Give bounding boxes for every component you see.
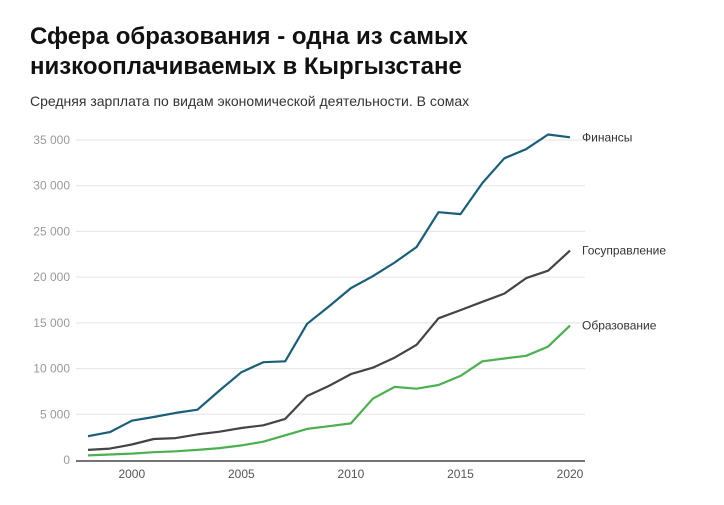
- y-tick-label: 25 000: [33, 224, 70, 238]
- y-tick-label: 5 000: [40, 407, 70, 421]
- series-line-Образование: [87, 324, 571, 457]
- x-tick-label: 2010: [338, 467, 365, 481]
- x-tick-label: 2020: [557, 467, 584, 481]
- series-line-Госуправление: [87, 249, 571, 451]
- y-tick-label: 20 000: [33, 270, 70, 284]
- series-label: Госуправление: [582, 244, 666, 258]
- x-tick-label: 2000: [118, 467, 145, 481]
- y-tick-label: 0: [63, 453, 70, 467]
- y-tick-label: 15 000: [33, 316, 70, 330]
- series-label: Финансы: [582, 130, 632, 144]
- x-tick-label: 2005: [228, 467, 255, 481]
- chart-subtitle: Средняя зарплата по видам экономической …: [30, 93, 470, 109]
- y-tick-label: 35 000: [33, 133, 70, 147]
- series-label: Образование: [582, 319, 657, 333]
- x-tick-label: 2015: [447, 467, 474, 481]
- y-tick-label: 10 000: [33, 362, 70, 376]
- chart-title: Сфера образования - одна из самых низкоо…: [30, 23, 468, 80]
- y-tick-label: 30 000: [33, 179, 70, 193]
- series-line-Финансы: [87, 133, 571, 438]
